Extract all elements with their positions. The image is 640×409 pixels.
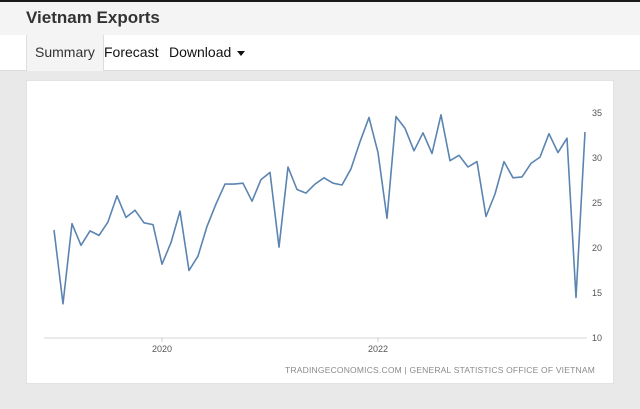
data-point[interactable]	[169, 240, 174, 245]
data-point[interactable]	[511, 175, 516, 180]
data-point[interactable]	[322, 175, 327, 180]
data-point[interactable]	[223, 182, 228, 187]
data-point[interactable]	[349, 166, 354, 171]
y-tick-label: 35	[592, 108, 602, 118]
data-point[interactable]	[394, 114, 399, 119]
data-point[interactable]	[574, 295, 579, 300]
data-point[interactable]	[358, 139, 363, 144]
tab-download-label: Download	[169, 44, 232, 60]
data-point[interactable]	[304, 191, 309, 196]
data-point[interactable]	[331, 181, 336, 186]
data-point[interactable]	[583, 129, 588, 134]
data-point[interactable]	[79, 243, 84, 248]
chart-source-credit: TRADINGECONOMICS.COM | GENERAL STATISTIC…	[285, 365, 595, 375]
data-point[interactable]	[340, 183, 345, 188]
data-point[interactable]	[268, 170, 273, 175]
data-point[interactable]	[61, 301, 66, 306]
data-point[interactable]	[70, 221, 75, 226]
data-point[interactable]	[124, 215, 129, 220]
data-point[interactable]	[439, 112, 444, 117]
y-tick-label: 30	[592, 153, 602, 163]
y-tick-label: 25	[592, 198, 602, 208]
data-point[interactable]	[52, 228, 57, 233]
data-point[interactable]	[520, 174, 525, 179]
data-point[interactable]	[448, 158, 453, 163]
tab-download[interactable]: Download	[169, 35, 246, 71]
data-point[interactable]	[196, 254, 201, 259]
data-point[interactable]	[106, 219, 111, 224]
data-point[interactable]	[133, 208, 138, 213]
data-point[interactable]	[547, 131, 552, 136]
data-point[interactable]	[430, 151, 435, 156]
data-point[interactable]	[295, 187, 300, 192]
data-point[interactable]	[421, 130, 426, 135]
chart-panel: 10 15 20 25 30 35 2020 2022 TRADINGECONOMICS.CO…	[26, 80, 614, 384]
data-point[interactable]	[232, 182, 237, 187]
y-tick-label: 15	[592, 288, 602, 298]
data-point[interactable]	[538, 155, 543, 160]
data-point[interactable]	[241, 181, 246, 186]
data-point[interactable]	[376, 150, 381, 155]
series-line	[53, 113, 586, 305]
data-point[interactable]	[97, 233, 102, 238]
tab-bar: Summary Forecast Download	[0, 35, 640, 71]
data-point[interactable]	[205, 224, 210, 229]
data-point[interactable]	[385, 216, 390, 221]
x-tick-label: 2020	[152, 344, 172, 354]
data-point[interactable]	[286, 165, 291, 170]
x-tick-label: 2022	[368, 344, 388, 354]
footer-strip	[0, 392, 640, 409]
tab-forecast-label: Forecast	[104, 44, 159, 60]
data-point[interactable]	[367, 115, 372, 120]
tab-summary-label: Summary	[35, 44, 95, 60]
data-point[interactable]	[493, 192, 498, 197]
data-point[interactable]	[556, 150, 561, 155]
data-point[interactable]	[403, 126, 408, 131]
data-point[interactable]	[475, 159, 480, 164]
data-point[interactable]	[160, 262, 165, 267]
data-point[interactable]	[187, 268, 192, 273]
data-point[interactable]	[250, 199, 255, 204]
data-point[interactable]	[277, 245, 282, 250]
data-point[interactable]	[88, 228, 93, 233]
data-point[interactable]	[529, 161, 534, 166]
data-point[interactable]	[214, 201, 219, 206]
tab-summary[interactable]: Summary	[26, 35, 104, 71]
data-point[interactable]	[313, 182, 318, 187]
data-point[interactable]	[502, 159, 507, 164]
exports-line-chart: 10 15 20 25 30 35 2020 2022 TRADINGECONOMICS.CO…	[44, 108, 602, 375]
caret-down-icon	[237, 50, 246, 56]
data-point[interactable]	[412, 148, 417, 153]
tab-forecast[interactable]: Forecast	[104, 35, 158, 71]
data-point[interactable]	[151, 222, 156, 227]
data-point[interactable]	[484, 214, 489, 219]
y-tick-label: 10	[592, 333, 602, 343]
page-title: Vietnam Exports	[26, 8, 160, 27]
data-point[interactable]	[142, 220, 147, 225]
data-point[interactable]	[466, 165, 471, 170]
header-bar: Vietnam Exports	[0, 0, 640, 35]
data-point[interactable]	[178, 209, 183, 214]
y-tick-label: 20	[592, 243, 602, 253]
data-point[interactable]	[115, 193, 120, 198]
data-point[interactable]	[259, 177, 264, 182]
data-point[interactable]	[565, 136, 570, 141]
data-point[interactable]	[457, 153, 462, 158]
